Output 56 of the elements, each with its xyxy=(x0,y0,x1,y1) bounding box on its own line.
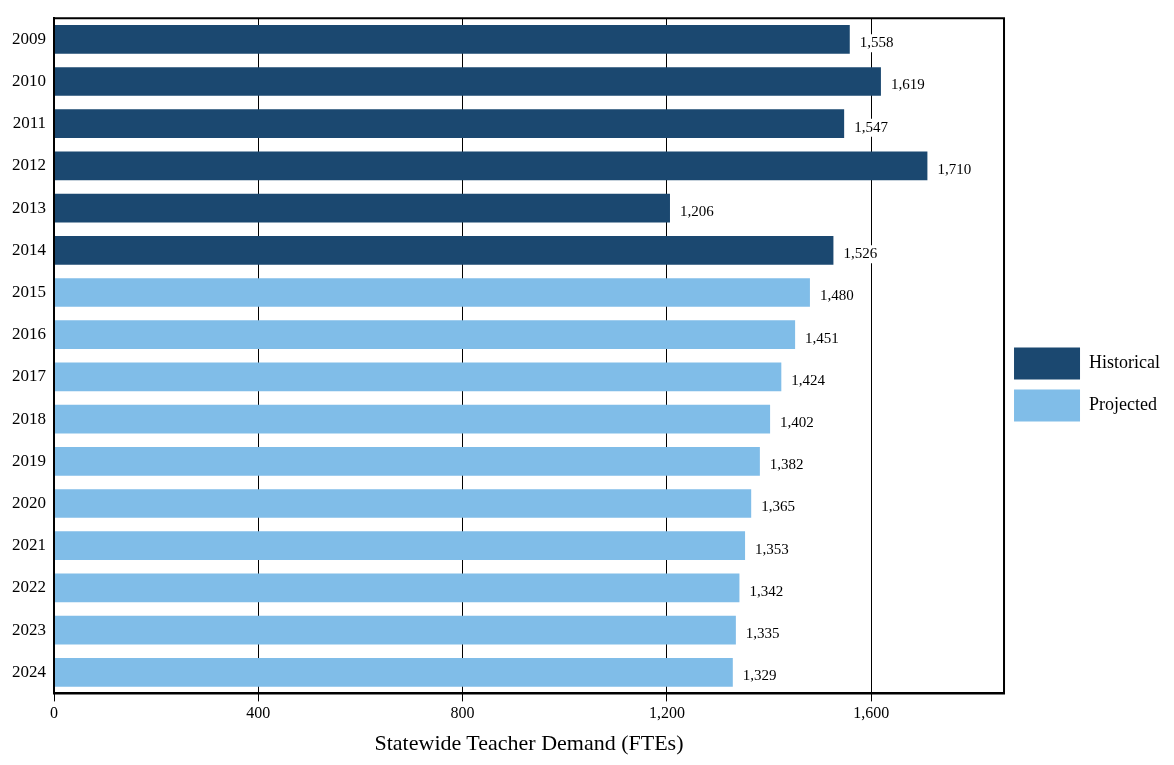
bar xyxy=(54,657,733,687)
bar xyxy=(54,151,928,181)
y-tick-label: 2010 xyxy=(12,70,46,90)
bar xyxy=(54,67,881,96)
data-label: 1,526 xyxy=(843,245,878,262)
y-tick-label: 2011 xyxy=(12,113,46,133)
data-label: 1,710 xyxy=(937,160,972,177)
data-label: 1,480 xyxy=(819,287,854,304)
x-tick-label: 800 xyxy=(450,704,475,722)
data-label: 1,353 xyxy=(755,540,789,557)
data-label: 1,547 xyxy=(854,118,889,135)
bar xyxy=(54,531,746,561)
y-tick-label: 2021 xyxy=(12,535,46,555)
data-label: 1,619 xyxy=(890,76,925,93)
y-tick-label: 2013 xyxy=(12,197,46,217)
y-tick-label: 2012 xyxy=(12,155,46,175)
data-label: 1,402 xyxy=(780,414,814,431)
bar xyxy=(54,235,834,265)
y-tick-label: 2017 xyxy=(12,366,47,386)
bar xyxy=(54,362,782,392)
bar xyxy=(54,193,670,223)
data-label: 1,424 xyxy=(791,371,826,388)
data-label: 1,329 xyxy=(742,667,777,684)
legend-label: Projected xyxy=(1089,394,1157,415)
y-tick-label: 2015 xyxy=(12,281,46,301)
x-tick-label: 400 xyxy=(246,704,271,722)
y-tick-label: 2018 xyxy=(12,408,46,428)
legend-label: Historical xyxy=(1089,352,1160,373)
data-label: 1,558 xyxy=(859,34,894,51)
y-tick-label: 2023 xyxy=(12,619,46,639)
data-label: 1,451 xyxy=(805,329,839,346)
bar xyxy=(54,446,760,476)
y-tick-label: 2009 xyxy=(12,28,46,48)
y-tick-label: 2020 xyxy=(12,492,46,512)
data-label: 1,342 xyxy=(749,582,784,599)
bar xyxy=(54,320,796,350)
y-tick-label: 2019 xyxy=(12,450,46,470)
bar xyxy=(54,278,810,307)
y-tick-label: 2016 xyxy=(12,324,46,344)
x-axis-title: Statewide Teacher Demand (FTEs) xyxy=(374,729,684,755)
data-label: 1,382 xyxy=(769,456,804,473)
x-tick-label: 0 xyxy=(50,704,58,722)
data-label: 1,365 xyxy=(761,498,795,515)
bar xyxy=(54,404,771,434)
y-tick-label: 2014 xyxy=(12,239,47,259)
bar xyxy=(54,573,740,603)
x-tick-label: 1,600 xyxy=(853,704,890,722)
y-tick-label: 2024 xyxy=(12,661,47,681)
data-label: 1,206 xyxy=(679,203,715,220)
data-label: 1,335 xyxy=(745,625,780,642)
bar xyxy=(54,24,850,54)
y-tick-label: 2022 xyxy=(12,577,46,597)
bar xyxy=(54,615,736,645)
bar xyxy=(54,489,752,518)
x-tick-label: 1,200 xyxy=(648,704,685,722)
bar xyxy=(54,109,845,139)
